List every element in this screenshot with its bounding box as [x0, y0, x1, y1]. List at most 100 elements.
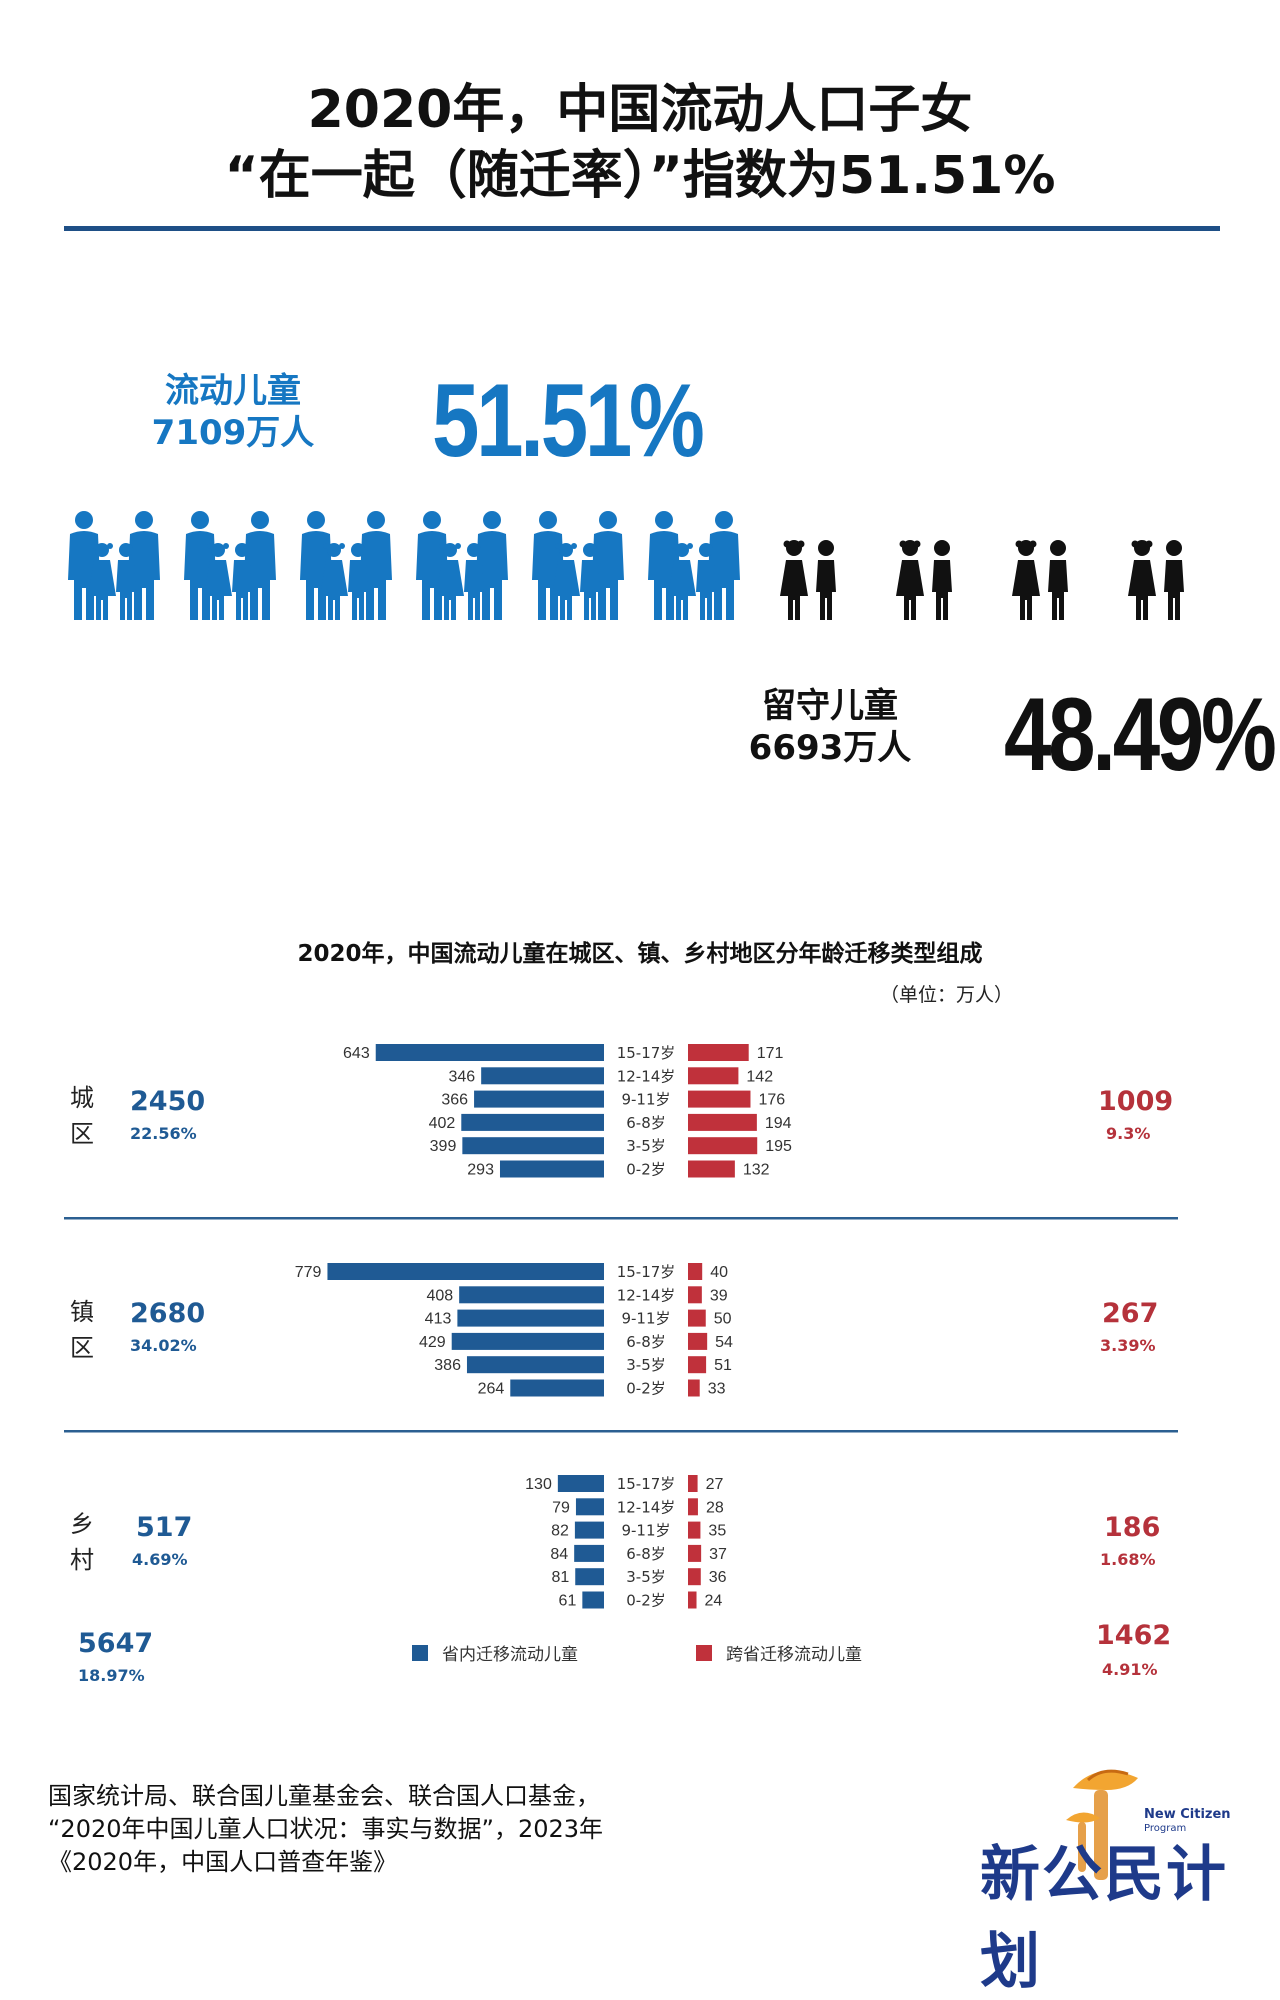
inter-bar — [688, 1286, 702, 1304]
left-behind-count: 6693万人 — [748, 728, 912, 768]
flow-children-count: 7109万人 — [151, 413, 315, 453]
intra-value-label: 366 — [441, 1092, 468, 1109]
title-rule — [64, 226, 1220, 231]
inter-bar — [688, 1568, 701, 1586]
inter-value-label: 24 — [705, 1593, 723, 1610]
region-char: 镇 — [70, 1298, 94, 1326]
urban-intra-total: 2450 — [130, 1086, 206, 1117]
family-icon — [68, 511, 160, 620]
inter-value-label: 40 — [710, 1264, 728, 1281]
legend-swatch-intra — [412, 1644, 428, 1661]
region-char: 乡 — [70, 1510, 94, 1538]
rural-intra-total: 517 — [136, 1512, 193, 1543]
rural-intra-pct: 4.69% — [132, 1550, 188, 1569]
intra-value-label: 264 — [478, 1381, 505, 1398]
page-title-line2: “在一起（随迁率）”指数为51.51% — [224, 146, 1056, 206]
logo-english: New Citizen Program — [1144, 1808, 1231, 1836]
age-category-label: 12-14岁 — [617, 1498, 676, 1516]
inter-bar — [688, 1356, 707, 1374]
age-category-label: 0-2岁 — [626, 1161, 666, 1179]
intra-value-label: 402 — [429, 1115, 456, 1132]
town-inter-total: 267 — [1102, 1298, 1159, 1329]
inter-value-label: 28 — [706, 1499, 724, 1516]
intra-value-label: 429 — [419, 1334, 446, 1351]
legend-label-intra: 省内迁移流动儿童 — [442, 1645, 578, 1665]
inter-bar — [688, 1309, 706, 1327]
inter-value-label: 35 — [708, 1523, 726, 1540]
intra-bar — [457, 1309, 604, 1327]
age-category-label: 3-5岁 — [626, 1356, 666, 1374]
region-char: 村 — [70, 1546, 94, 1574]
intra-bar — [466, 1356, 604, 1374]
intra-value-label: 413 — [425, 1311, 452, 1328]
region-char: 区 — [70, 1120, 94, 1148]
inter-bar — [688, 1379, 700, 1397]
inter-bar — [688, 1498, 698, 1516]
children-icon — [1012, 540, 1068, 620]
inter-bar — [688, 1475, 698, 1492]
flow-family-icons — [68, 511, 670, 620]
legend-swatch-inter — [696, 1644, 712, 1661]
intra-value-label: 346 — [448, 1068, 475, 1085]
intra-bar — [575, 1568, 604, 1586]
intra-bar — [462, 1137, 604, 1155]
inter-value-label: 176 — [758, 1092, 785, 1109]
inter-bar — [688, 1160, 735, 1178]
intra-bar — [327, 1263, 604, 1280]
intra-bar — [451, 1332, 604, 1350]
urban-inter-total: 1009 — [1098, 1086, 1174, 1117]
age-category-label: 6-8岁 — [626, 1114, 666, 1132]
intra-bar — [510, 1379, 604, 1397]
flow-children-percent: 51.51% — [432, 363, 705, 479]
family-icon — [416, 511, 508, 620]
inter-value-label: 142 — [746, 1068, 773, 1085]
intra-value-label: 81 — [551, 1569, 569, 1586]
children-icon — [1128, 540, 1184, 620]
left-behind-name: 留守儿童 — [762, 686, 898, 726]
legend-intra: 省内迁移流动儿童 — [412, 1640, 578, 1665]
region-char: 区 — [70, 1334, 94, 1362]
total-intra: 5647 — [78, 1628, 154, 1659]
logo-en-line1: New Citizen — [1144, 1807, 1231, 1822]
source-line: 《2020年，中国人口普查年鉴》 — [48, 1848, 398, 1876]
age-category-label: 0-2岁 — [626, 1592, 666, 1610]
intra-value-label: 82 — [551, 1523, 569, 1540]
intra-bar — [574, 1521, 604, 1539]
region-name-urban: 城 区 — [70, 1080, 100, 1152]
people-icons-pictogram — [68, 511, 1184, 620]
page-title-line1: 2020年，中国流动人口子女 — [307, 80, 973, 140]
logo-en-line2: Program — [1144, 1823, 1187, 1834]
inter-bar — [688, 1591, 697, 1609]
family-icon — [300, 511, 392, 620]
inter-value-label: 51 — [714, 1357, 732, 1374]
region-name-rural: 乡 村 — [70, 1506, 100, 1578]
age-category-label: 15-17岁 — [617, 1475, 676, 1493]
inter-value-label: 54 — [715, 1334, 733, 1351]
intra-value-label: 293 — [467, 1162, 494, 1179]
intra-value-label: 61 — [559, 1593, 577, 1610]
age-category-label: 9-11岁 — [621, 1091, 670, 1109]
left-behind-percent: 48.49% — [1004, 677, 1277, 793]
age-category-label: 12-14岁 — [617, 1067, 676, 1085]
intra-bar — [459, 1286, 604, 1304]
inter-value-label: 33 — [708, 1381, 726, 1398]
intra-value-label: 130 — [525, 1476, 552, 1493]
intra-bar — [574, 1544, 604, 1562]
inter-bar — [688, 1137, 758, 1155]
legend-label-inter: 跨省迁移流动儿童 — [726, 1645, 862, 1665]
town-intra-total: 2680 — [130, 1298, 206, 1329]
intra-bar — [575, 1498, 604, 1516]
total-inter-pct: 4.91% — [1102, 1660, 1158, 1679]
age-category-label: 6-8岁 — [626, 1333, 666, 1351]
intra-value-label: 386 — [434, 1357, 461, 1374]
age-category-label: 6-8岁 — [626, 1545, 666, 1563]
inter-bar — [688, 1263, 703, 1280]
intra-value-label: 408 — [426, 1287, 453, 1304]
region-char: 城 — [70, 1084, 94, 1112]
source-note: 国家统计局、联合国儿童基金会、联合国人口基金， “2020年中国儿童人口状况：事… — [48, 1780, 603, 1879]
inter-bar — [688, 1090, 751, 1108]
inter-value-label: 194 — [765, 1115, 792, 1132]
urban-intra-pct: 22.56% — [130, 1124, 197, 1143]
inter-value-label: 37 — [709, 1546, 727, 1563]
intra-value-label: 84 — [550, 1546, 568, 1563]
